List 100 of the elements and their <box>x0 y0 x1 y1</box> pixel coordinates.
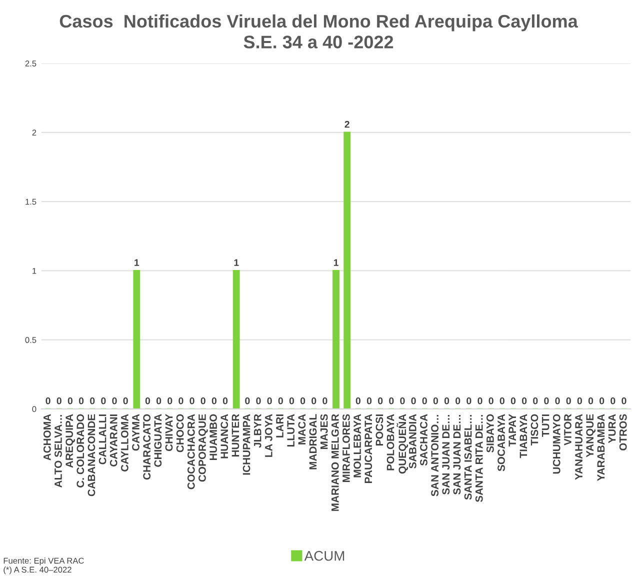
x-tick-label: ALTO SELVA… <box>54 415 62 488</box>
data-label: 0 <box>156 397 162 404</box>
x-tick-label: SIBAYO <box>486 414 494 453</box>
data-label: 0 <box>456 397 460 404</box>
data-label: 0 <box>466 397 472 404</box>
data-label: 1 <box>134 259 140 266</box>
x-tick-label: CHIVAY <box>165 414 173 452</box>
data-label: 0 <box>600 397 604 404</box>
data-label: 1 <box>234 259 239 266</box>
data-label: 0 <box>378 397 383 404</box>
data-label: 0 <box>46 397 50 404</box>
x-tick-label: PAUCARPATA <box>364 414 372 483</box>
x-tick-label: TIABAYA <box>520 414 527 458</box>
data-label: 0 <box>478 397 482 404</box>
data-label: 0 <box>544 397 549 404</box>
data-label: 0 <box>222 397 228 404</box>
data-label: 0 <box>178 397 184 404</box>
chart-title: Casos Notificados Viruela del Mono Red Arequipa Caylloma S.E. 34 a 40 -2022 <box>60 14 578 48</box>
x-tick-label: YANAHUARA <box>575 414 582 480</box>
data-label: 0 <box>444 397 450 404</box>
x-tick-label: CHOCO <box>176 414 184 452</box>
data-label: 0 <box>278 397 283 404</box>
data-label: 0 <box>366 397 372 404</box>
x-tick-label: SAN ANTONIO… <box>431 415 438 496</box>
x-tick-label: LA JOYA <box>264 414 272 457</box>
x-tick-label: AREQUIPA <box>66 414 75 468</box>
x-tick-label: CHARACATO <box>143 414 151 480</box>
x-tick-label: CHIGUATA <box>154 414 162 467</box>
data-label: 0 <box>145 397 150 404</box>
x-tick-label: MADRIGAL <box>309 414 317 470</box>
x-tick-label: LARI <box>276 414 284 438</box>
data-label: 0 <box>555 397 560 404</box>
data-label: 0 <box>610 397 616 404</box>
x-tick-label: HUAMBO <box>210 414 217 460</box>
x-tick-label: COPORAQUE <box>198 414 208 482</box>
data-label: 0 <box>312 397 316 404</box>
x-tick-label: SAN JUAN DE… <box>453 415 461 495</box>
x-tick-label: YURA <box>608 414 616 444</box>
x-tick-label: TAPAY <box>508 414 516 447</box>
x-tick-label: SACHACA <box>420 414 428 466</box>
data-label: 0 <box>56 397 62 404</box>
data-label: 2 <box>344 120 350 128</box>
data-label: 0 <box>422 397 427 404</box>
data-label: 0 <box>510 397 516 404</box>
data-label: 0 <box>566 397 571 404</box>
data-label: 0 <box>212 397 216 404</box>
y-tick-label: 2.5 <box>25 60 36 66</box>
data-label: 0 <box>190 397 194 404</box>
data-label: 0 <box>78 397 84 404</box>
x-tick-label: YANQUE <box>586 414 596 458</box>
y-tick-label: 2 <box>32 130 36 136</box>
data-label: 0 <box>101 397 106 404</box>
x-tick-label: SANTA RITA DE… <box>475 415 483 502</box>
data-label: 0 <box>289 397 294 404</box>
data-label: 0 <box>411 397 416 404</box>
data-label: 0 <box>90 397 95 404</box>
data-label: 0 <box>300 397 306 404</box>
x-tick-label: MACA <box>298 414 306 444</box>
data-label: 0 <box>356 397 360 404</box>
x-tick-label: SAN JUAN DE… <box>442 415 450 495</box>
x-tick-label: CAYLLOMA <box>121 414 128 472</box>
x-tick-label: QUEQUEÑA <box>396 414 408 474</box>
data-label: 0 <box>68 397 73 404</box>
x-tick-label: SANTA ISABEL… <box>464 415 472 500</box>
data-label: 0 <box>322 397 328 404</box>
x-tick-label: HUNTER <box>232 414 240 457</box>
x-tick-label: OTROS <box>619 414 627 450</box>
x-tick-label: CAYARANI <box>110 414 118 466</box>
x-tick-label: ICHUPAMPA <box>242 414 250 475</box>
x-tick-label: SABANDIA <box>408 414 416 468</box>
data-label: 0 <box>256 397 261 404</box>
x-tick-label: C. COLORADO <box>76 414 84 488</box>
data-label: 0 <box>168 397 172 404</box>
data-label: 0 <box>622 397 626 404</box>
x-tick-label: YARABAMBA <box>597 414 605 481</box>
data-label: 0 <box>389 397 394 404</box>
y-tick-label: 1.5 <box>26 198 36 205</box>
x-tick-label: MIRAFLORES <box>342 414 350 482</box>
x-tick-label: SOCABAYA <box>498 414 505 472</box>
x-tick-label: POLOBAYA <box>386 414 394 470</box>
data-label: 0 <box>577 397 582 404</box>
data-label: 0 <box>488 397 494 404</box>
data-label: 1 <box>334 259 338 266</box>
data-label: 0 <box>123 397 128 404</box>
data-label: 0 <box>200 397 206 404</box>
x-tick-label: JLBYR <box>254 414 262 448</box>
x-tick-label: UCHUMAYO <box>552 414 560 474</box>
x-tick-label: COCACHACRA <box>187 414 195 490</box>
data-label: 0 <box>522 397 527 404</box>
data-label: 0 <box>588 397 594 404</box>
x-tick-label: HUANCA <box>220 414 228 458</box>
y-tick-label: 0 <box>32 406 36 412</box>
data-label: 0 <box>400 397 405 404</box>
y-tick-label: 0.5 <box>25 337 36 343</box>
legend-label: ACUM <box>304 550 344 561</box>
x-tick-label: TUTI <box>542 414 550 437</box>
data-label: 0 <box>112 397 117 404</box>
data-label: 0 <box>245 397 250 404</box>
data-label: 0 <box>267 397 272 404</box>
x-tick-label: POCSI <box>376 414 384 446</box>
